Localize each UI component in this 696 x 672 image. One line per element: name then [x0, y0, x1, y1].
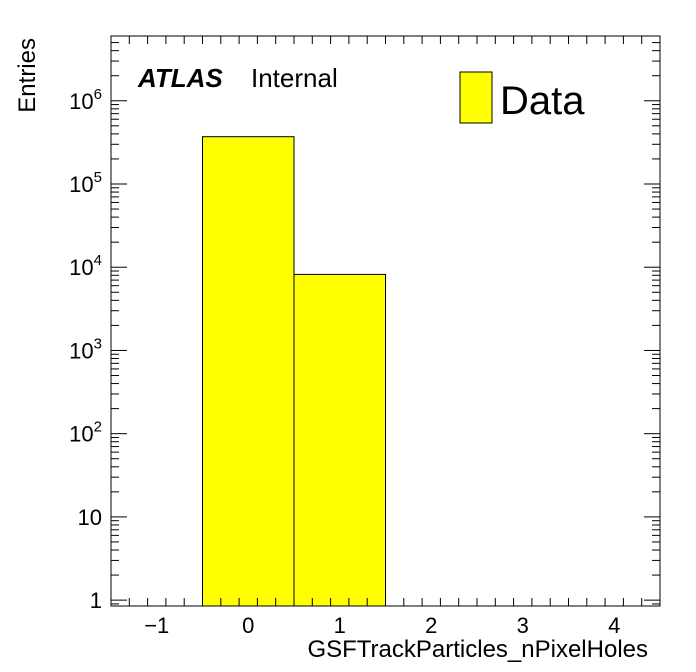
y-tick-label: 103: [69, 335, 102, 363]
histogram-bar: [202, 136, 295, 607]
tick-labels-layer: −1 0 1 2 3 4 1 10 102 103 104 105 106: [69, 86, 620, 638]
atlas-label: ATLAS: [137, 63, 223, 93]
y-tick-label: 1: [90, 588, 102, 613]
x-axis-title: GSFTrackParticles_nPixelHoles: [307, 636, 648, 663]
legend: Data: [459, 71, 585, 124]
x-tick-label: 1: [334, 613, 346, 638]
x-tick-label: −1: [144, 613, 169, 638]
legend-label: Data: [500, 79, 585, 123]
x-tick-label: 3: [517, 613, 529, 638]
y-tick-label: 105: [69, 169, 102, 197]
legend-swatch: [459, 71, 493, 124]
histogram-bar: [293, 273, 386, 607]
y-tick-label: 106: [69, 86, 102, 114]
x-tick-label: 4: [608, 613, 620, 638]
x-tick-label: 0: [242, 613, 254, 638]
plot-frame: [110, 35, 661, 607]
x-tick-label: 2: [425, 613, 437, 638]
internal-label: Internal: [251, 63, 338, 93]
y-tick-label: 102: [69, 419, 102, 447]
y-tick-label: 104: [69, 252, 102, 280]
y-tick-label: 10: [78, 505, 102, 530]
y-axis-title: Entries: [14, 38, 41, 113]
bars-layer: [202, 136, 386, 607]
